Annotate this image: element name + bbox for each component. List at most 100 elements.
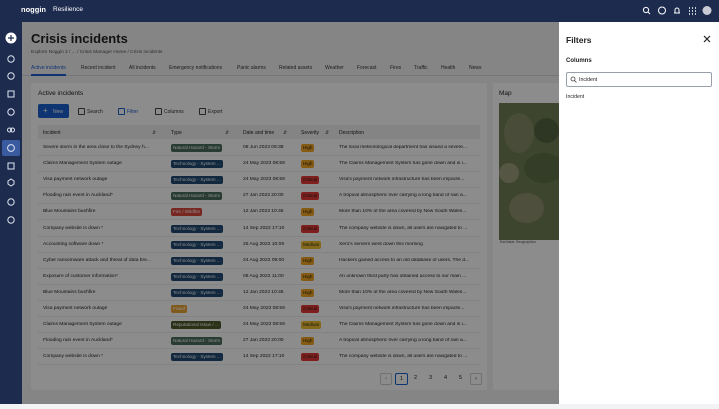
table-row[interactable] [38,301,480,318]
severity-tag: High [301,288,315,297]
tab[interactable]: Fires [390,65,402,71]
page-button[interactable]: 3 [428,375,433,381]
table-row[interactable] [38,285,480,301]
map-view[interactable] [499,103,559,240]
incident-name: Claims Management System outage [43,322,122,328]
description: The Claims Management System has gone do… [339,322,467,328]
nav-icon[interactable] [7,55,15,63]
table-row[interactable] [38,172,480,189]
description: Visa's payment network infrastructure ha… [339,306,465,312]
table-row[interactable] [38,333,480,350]
close-button[interactable] [703,35,711,43]
map-terrain [534,118,559,143]
card-title: Active incidents [38,90,84,97]
description: More than 10% of the area covered by New… [339,209,467,215]
description: An unknown third party has obtained acce… [339,273,467,279]
table-row[interactable] [38,253,480,269]
description: More than 10% of the area covered by New… [339,289,467,295]
table-row[interactable] [38,156,480,173]
incident-name: Blue Mountains bushfire [43,289,96,295]
prev-page[interactable]: ‹ [380,373,392,385]
tab[interactable]: Forecast [357,65,377,71]
next-page[interactable]: › [470,373,482,385]
active-nav-highlight [2,140,20,156]
severity-tag: Medium [301,321,322,330]
table-row[interactable] [38,349,480,366]
tab[interactable]: Emergency notifications [169,65,223,71]
description: A tropical atmospheric river carrying a … [339,338,467,344]
apps-icon[interactable] [689,7,696,15]
modal-backdrop[interactable] [22,22,559,404]
nav-icon[interactable] [7,216,15,224]
nav-icon[interactable] [7,127,12,133]
nav-icon[interactable] [7,162,15,170]
tab[interactable]: Active incidents [31,65,66,71]
page-button[interactable]: 1 [395,373,408,385]
table-row[interactable] [38,188,480,205]
page-button[interactable]: 5 [458,375,463,381]
toolbar-button[interactable]: Search [87,108,103,115]
toolbar-button[interactable]: Columns [164,108,184,115]
panel-title: Filters [566,35,592,45]
toolbar-button[interactable]: Export [208,108,223,115]
table-row[interactable] [38,140,480,157]
table-row[interactable] [38,204,480,221]
sidebar [0,22,22,404]
column-header[interactable]: Severity [301,130,320,136]
tab[interactable]: Health [441,65,456,71]
search-input[interactable]: Incident [566,72,712,87]
type-tag: Technology - System ... [171,160,223,169]
table-row[interactable] [38,221,480,237]
avatar[interactable] [702,6,712,15]
page-button[interactable]: 4 [443,375,448,381]
date-time: 08 Aug 2022 11:00 [243,273,284,279]
column-header[interactable]: Date and time [243,130,275,136]
tab[interactable]: Recent incident [81,65,116,71]
incident-name: Flooding rain event in Auckland* [43,338,113,344]
incident-name: Blue Mountains bushfire [43,209,96,215]
table-row[interactable] [38,269,480,285]
incident-name: Company website is down * [43,225,104,231]
nav-icon[interactable] [7,198,15,206]
nav-icon[interactable] [7,108,15,116]
type-tag: Natural Hazard - Storm [171,337,223,346]
toolbar-icon [78,108,85,115]
column-option[interactable]: Incident [566,94,585,100]
table-row[interactable] [38,237,480,253]
severity-tag: Critical [301,305,320,314]
incident-name: Company website is down * [43,354,104,360]
page-title: Crisis incidents [31,31,128,46]
column-header[interactable]: Description [339,130,365,136]
column-header[interactable]: Incident [43,130,61,136]
date-time: 24 Aug 2022 09:00 [243,257,285,263]
toolbar-button[interactable]: Filter [127,108,139,115]
nav-icon[interactable] [7,72,15,80]
new-button[interactable]: + New [38,104,69,118]
top-bar: noggin Resilience [0,0,719,22]
severity-tag: Critical [301,192,320,201]
help-icon[interactable] [658,6,666,15]
map-terrain [524,153,559,183]
tab[interactable]: Weather [325,65,344,71]
nav-icon[interactable] [7,178,15,187]
map-terrain [499,163,519,183]
nav-icon[interactable] [7,90,15,98]
severity-tag: High [301,256,315,265]
page-button[interactable]: 2 [413,375,418,381]
date-time: 25 Aug 2022 10:09 [243,241,285,247]
logo[interactable]: noggin [21,5,46,14]
bell-icon[interactable] [674,7,680,14]
tab[interactable]: All incidents [129,65,156,71]
map-terrain [509,193,544,223]
tab[interactable]: News [469,65,482,71]
tab[interactable]: Traffic [414,65,428,71]
date-time: 12 Jan 2023 10:46 [243,289,284,295]
date-time: 08 Jun 2023 09:38 [243,145,284,151]
map-title: Map [499,90,512,97]
search-icon[interactable] [642,6,650,14]
table-row[interactable] [38,317,480,334]
nav-icon[interactable] [7,144,15,152]
column-header[interactable]: Type [171,130,182,136]
tab[interactable]: Related assets [279,65,313,71]
tab[interactable]: Panic alarms [237,65,266,71]
